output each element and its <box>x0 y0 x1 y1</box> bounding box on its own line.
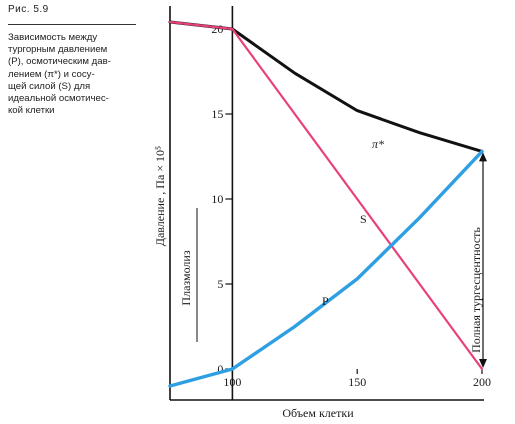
y-tick-label: 15 <box>211 107 223 121</box>
y-tick-label: 10 <box>211 192 223 206</box>
figure-divider <box>8 24 136 25</box>
plasmolysis-label: Плазмолиз <box>179 250 193 305</box>
chart-labels: π* S P Полная тургесцентность Плазмолиз Давле… <box>153 137 487 420</box>
x-tick-label: 150 <box>348 375 366 389</box>
figure-label: Рис. 5.9 <box>8 4 49 15</box>
full-turgor-arrow-head-top <box>479 152 487 162</box>
figure-caption: Зависимость между тургорным давлением (P… <box>8 32 111 117</box>
series-label-p: P <box>322 294 329 308</box>
series-label-pi: π* <box>372 137 384 151</box>
y-tick-label: 5 <box>217 277 223 291</box>
x-axis-title: Объем клетки <box>282 406 354 420</box>
series-line-1 <box>168 20 484 371</box>
series-label-s: S <box>360 212 367 226</box>
x-tick-label: 200 <box>473 375 491 389</box>
full-turgor-arrow-head-bottom <box>479 359 487 368</box>
series-line-0 <box>168 20 484 153</box>
full-turgor-label: Полная тургесцентность <box>469 227 483 353</box>
y-axis-title: Давление , Па × 10⁵ <box>153 146 167 246</box>
series-line-2 <box>168 149 484 388</box>
series-lines <box>168 20 484 388</box>
x-tick-label: 100 <box>223 375 241 389</box>
y-tick-label: 0 <box>217 362 223 376</box>
